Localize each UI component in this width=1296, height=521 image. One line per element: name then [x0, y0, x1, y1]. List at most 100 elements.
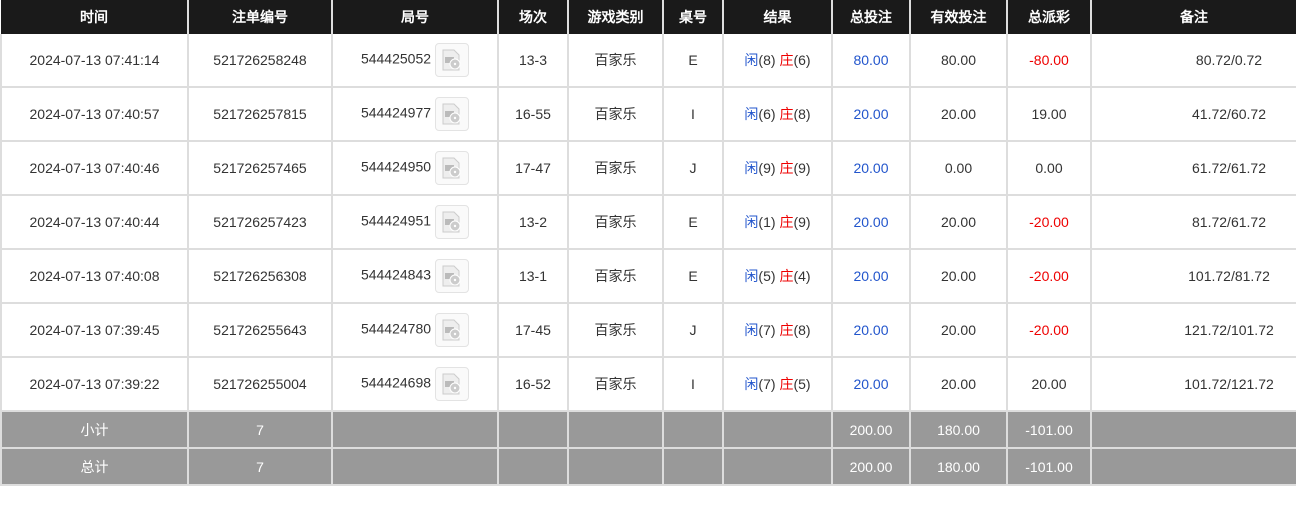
banker-label: 庄: [779, 214, 794, 230]
time-cell: 2024-07-13 07:40:08: [0, 249, 189, 304]
video-replay-icon[interactable]: [435, 205, 470, 239]
time-cell: 2024-07-13 07:41:14: [0, 34, 189, 88]
remark-cell: 81.72/61.72: [1090, 195, 1296, 250]
column-header: 注单编号: [188, 0, 333, 34]
shoe-cell: 13-2: [497, 195, 569, 250]
column-header: 桌号: [663, 0, 724, 34]
table-row: 2024-07-13 07:40:08 521726256308 5444248…: [0, 249, 1296, 304]
summary-total-bet: 200.00: [831, 411, 911, 449]
total-bet-cell: 20.00: [831, 195, 911, 250]
valid-bet-cell: 20.00: [909, 249, 1008, 304]
banker-score: (8): [793, 106, 811, 122]
total-bet-cell: 80.00: [831, 34, 911, 88]
banker-score: (8): [793, 322, 811, 338]
video-replay-icon[interactable]: [435, 151, 470, 185]
column-header: 场次: [498, 0, 569, 34]
video-replay-icon[interactable]: [435, 97, 470, 131]
banker-label: 庄: [779, 268, 794, 284]
column-header: 结果: [723, 0, 833, 34]
bet-id-cell: 521726257815: [187, 87, 333, 142]
summary-count: 7: [187, 448, 333, 486]
result-cell: 闲(9) 庄(9): [722, 141, 833, 196]
shoe-cell: 13-3: [497, 34, 569, 88]
banker-score: (5): [793, 376, 811, 392]
video-replay-icon[interactable]: [435, 313, 470, 347]
round-cell: 544425052: [331, 34, 499, 88]
player-label: 闲: [744, 214, 759, 230]
banker-label: 庄: [779, 376, 794, 392]
player-label: 闲: [744, 268, 759, 284]
summary-label: 小计: [0, 411, 189, 449]
bet-id-cell: 521726257423: [187, 195, 333, 250]
bet-id-cell: 521726257465: [187, 141, 333, 196]
banker-label: 庄: [779, 52, 794, 68]
column-header: 总投注: [832, 0, 911, 34]
player-score: (7): [758, 376, 776, 392]
shoe-cell: 17-47: [497, 141, 569, 196]
column-header: 时间: [1, 0, 189, 34]
table-row: 2024-07-13 07:39:45 521726255643 5444247…: [0, 303, 1296, 358]
table-cell: J: [662, 303, 724, 358]
time-cell: 2024-07-13 07:39:22: [0, 357, 189, 412]
column-header: 总派彩: [1007, 0, 1092, 34]
banker-score: (9): [793, 160, 811, 176]
valid-bet-cell: 20.00: [909, 87, 1008, 142]
valid-bet-cell: 20.00: [909, 357, 1008, 412]
player-score: (5): [758, 268, 776, 284]
table-cell: I: [662, 357, 724, 412]
player-label: 闲: [744, 106, 759, 122]
video-replay-icon[interactable]: [435, 43, 470, 77]
table-row: 2024-07-13 07:40:44 521726257423 5444249…: [0, 195, 1296, 250]
total-bet-cell: 20.00: [831, 87, 911, 142]
result-cell: 闲(7) 庄(8): [722, 303, 833, 358]
shoe-cell: 13-1: [497, 249, 569, 304]
banker-score: (9): [793, 214, 811, 230]
summary-label: 总计: [0, 448, 189, 486]
table-cell: E: [662, 249, 724, 304]
round-number: 544425052: [360, 50, 432, 67]
summary-row: 小计 7 200.00 180.00 -101.00: [0, 411, 1296, 449]
result-cell: 闲(6) 庄(8): [722, 87, 833, 142]
column-header: 有效投注: [910, 0, 1008, 34]
result-cell: 闲(8) 庄(6): [722, 34, 833, 88]
round-cell: 544424950: [331, 141, 499, 196]
video-replay-icon[interactable]: [435, 259, 470, 293]
video-replay-icon[interactable]: [435, 367, 470, 401]
time-cell: 2024-07-13 07:40:44: [0, 195, 189, 250]
banker-label: 庄: [779, 322, 794, 338]
remark-cell: 121.72/101.72: [1090, 303, 1296, 358]
banker-score: (6): [793, 52, 811, 68]
bet-id-cell: 521726255643: [187, 303, 333, 358]
table-row: 2024-07-13 07:39:22 521726255004 5444246…: [0, 357, 1296, 412]
table-row: 2024-07-13 07:40:57 521726257815 5444249…: [0, 87, 1296, 142]
bet-records-table: 时间 注单编号 局号 场次 游戏类别 桌号 结果 总投注 有效投注 总派彩 备注 2024-07-1…: [0, 0, 1296, 486]
round-number: 544424698: [360, 374, 432, 391]
table-row: 2024-07-13 07:40:46 521726257465 5444249…: [0, 141, 1296, 196]
shoe-cell: 16-55: [497, 87, 569, 142]
round-number: 544424843: [360, 266, 432, 283]
round-number: 544424950: [360, 158, 432, 175]
bet-id-cell: 521726258248: [187, 34, 333, 88]
round-number: 544424977: [360, 104, 432, 121]
round-cell: 544424780: [331, 303, 499, 358]
round-number: 544424780: [360, 320, 432, 337]
round-cell: 544424951: [331, 195, 499, 250]
player-score: (6): [758, 106, 776, 122]
column-header: 局号: [332, 0, 499, 34]
player-label: 闲: [744, 52, 759, 68]
valid-bet-cell: 80.00: [909, 34, 1008, 88]
game-cell: 百家乐: [567, 357, 664, 412]
result-cell: 闲(5) 庄(4): [722, 249, 833, 304]
player-score: (7): [758, 322, 776, 338]
summary-total-bet: 200.00: [831, 448, 911, 486]
valid-bet-cell: 20.00: [909, 303, 1008, 358]
summary-payout: -101.00: [1006, 448, 1092, 486]
round-cell: 544424698: [331, 357, 499, 412]
remark-cell: 101.72/121.72: [1090, 357, 1296, 412]
game-cell: 百家乐: [567, 141, 664, 196]
time-cell: 2024-07-13 07:40:46: [0, 141, 189, 196]
summary-payout: -101.00: [1006, 411, 1092, 449]
valid-bet-cell: 20.00: [909, 195, 1008, 250]
total-bet-cell: 20.00: [831, 303, 911, 358]
total-bet-cell: 20.00: [831, 141, 911, 196]
